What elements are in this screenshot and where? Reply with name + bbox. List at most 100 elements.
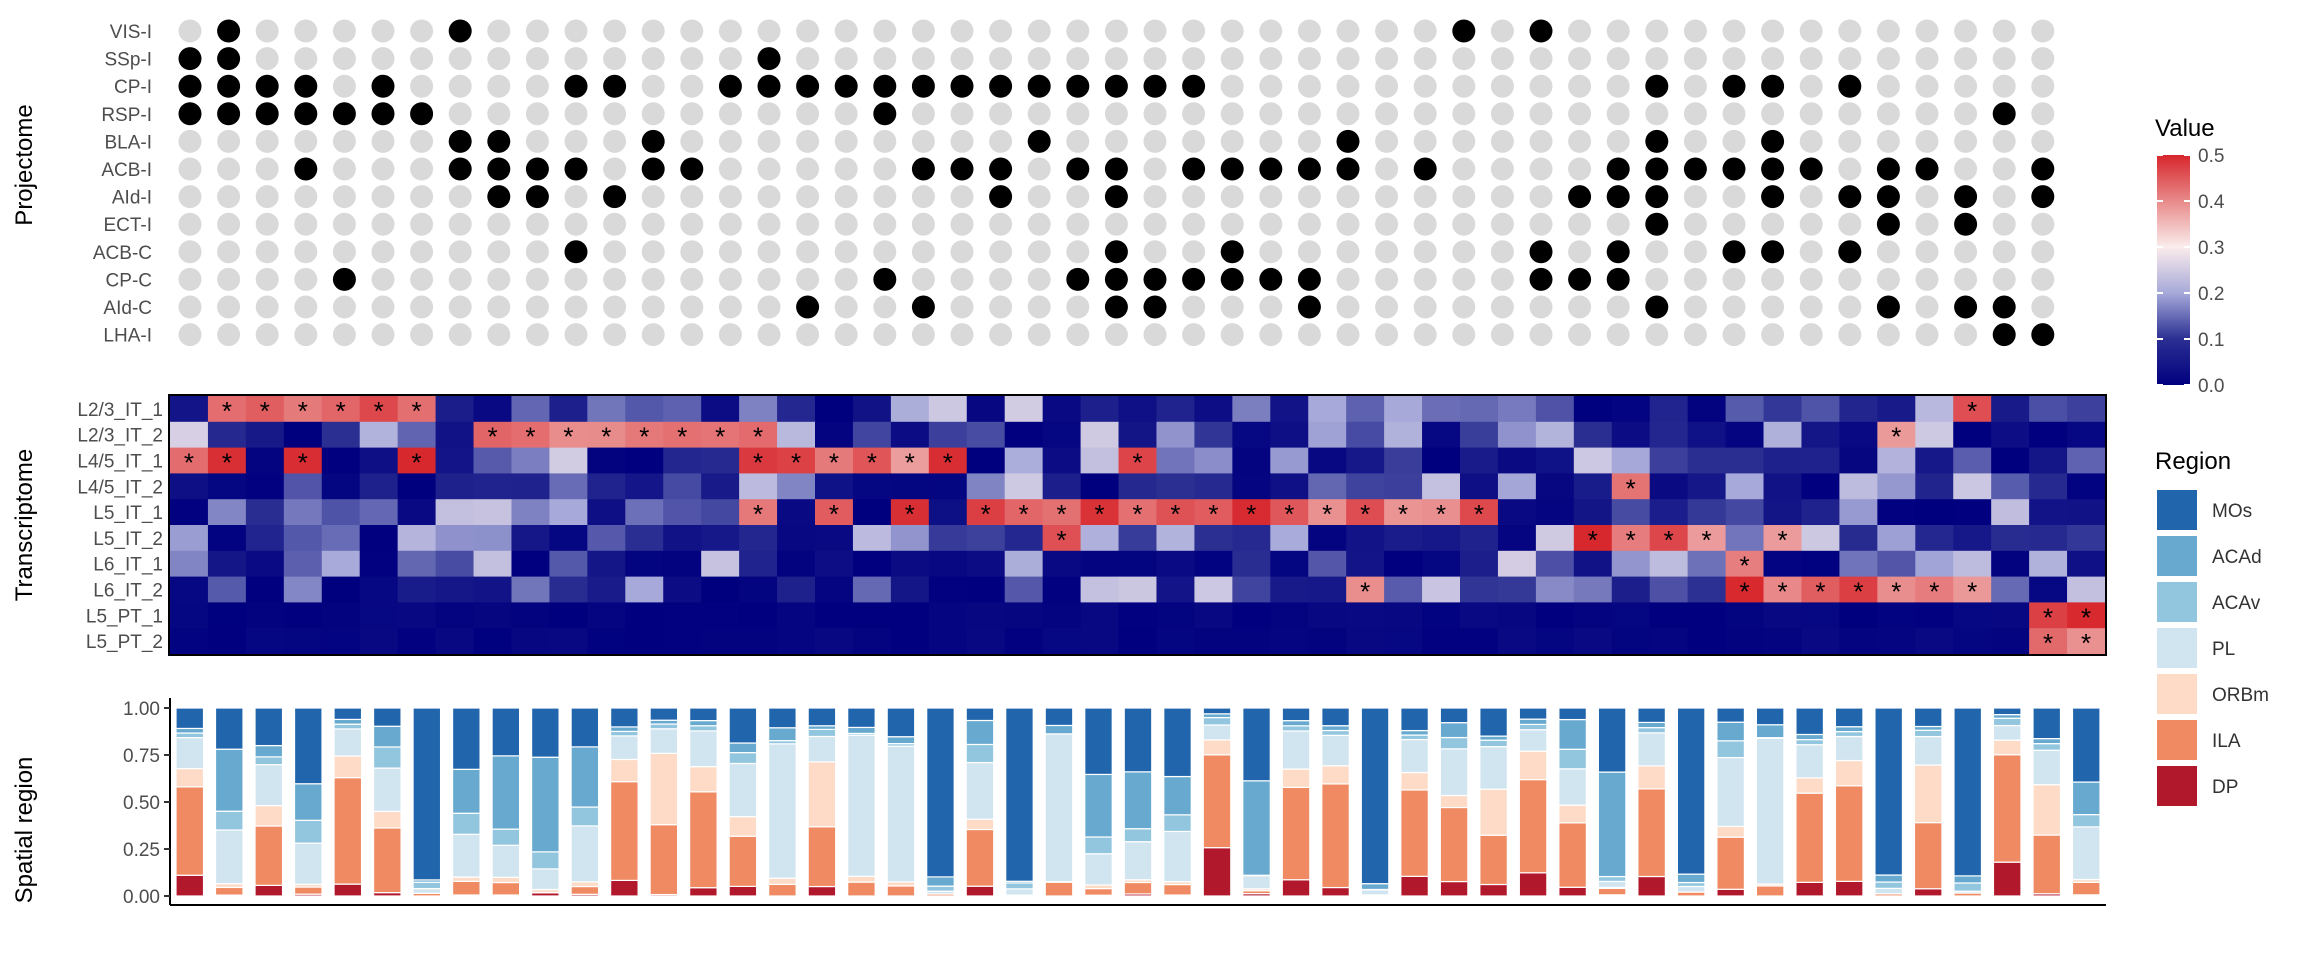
projectome-dot-off (448, 295, 472, 319)
heatmap-cell (435, 396, 475, 423)
projectome-dot-off (448, 74, 472, 98)
projectome-dot-on (1954, 185, 1978, 209)
bar-segment-ila (451, 880, 481, 896)
heatmap-cell (852, 576, 892, 603)
transcriptome-panel: Transcriptome L2/3_IT_1 L2/3_IT_2 L4/5_IT_… (11, 394, 2107, 658)
projectome-dot-off (1220, 19, 1244, 43)
bar-segment-ila (1400, 789, 1429, 877)
projectome-dot-off (718, 19, 742, 43)
projectome-dot-off (1259, 47, 1283, 71)
bar-segment-acav (728, 751, 758, 765)
bar-segment-mos (1439, 707, 1469, 724)
significance-star: * (753, 422, 763, 452)
projectome-dot-off (1297, 212, 1321, 236)
heatmap-cell (359, 421, 399, 449)
projectome-dot-on (1220, 267, 1244, 291)
significance-star: * (222, 396, 232, 426)
projectome-dot-off (603, 129, 627, 153)
projectome-dot-off (564, 19, 588, 43)
heatmap-cell (170, 447, 209, 474)
projectome-dot-off (796, 323, 820, 347)
projectome-row-label: VIS-I (110, 22, 152, 43)
heatmap-cell (397, 473, 437, 500)
projectome-dot-on (1104, 74, 1128, 98)
projectome-dot-off (294, 295, 318, 319)
projectome-dot-off (1954, 129, 1978, 153)
projectome-row-label: ACB-C (93, 243, 152, 264)
projectome-dot-off (1413, 212, 1437, 236)
bar-segment-mos (965, 707, 995, 722)
heatmap-cell (1156, 628, 1196, 655)
projectome-dot-off (525, 323, 549, 347)
projectome-dot-on (1606, 157, 1630, 181)
bar-segment-dp (689, 887, 718, 897)
projectome-dot-on (1761, 240, 1785, 264)
heatmap-cell (777, 550, 816, 578)
heatmap-cell (966, 473, 1006, 500)
projectome-dot-off (1954, 240, 1978, 264)
projectome-dot-off (873, 295, 897, 319)
projectome-dot-off (294, 323, 318, 347)
bar-segment-pl (2032, 749, 2062, 786)
heatmap-cell (815, 576, 854, 603)
projectome-dot-off (1915, 129, 1939, 153)
heatmap-cell (1346, 628, 1385, 655)
heatmap-cell (1460, 421, 1499, 449)
heatmap-cell (511, 396, 551, 423)
heatmap-cell (663, 628, 702, 655)
bar-segment-acav (1281, 725, 1311, 732)
significance-star: * (525, 422, 535, 452)
y-tick-label: 0.25 (123, 840, 160, 861)
projectome-dot-off (487, 102, 511, 126)
heatmap-cell (1535, 576, 1575, 603)
significance-star: * (1094, 499, 1104, 529)
heatmap-cell (890, 421, 930, 449)
heatmap-cell (245, 447, 285, 474)
bar-segment-pl (1360, 889, 1390, 896)
projectome-dot-off (371, 240, 395, 264)
bar-segment-mos (1518, 707, 1548, 720)
projectome-dot-off (1375, 157, 1399, 181)
bar-segment-mos (807, 707, 837, 727)
heatmap-cell (1953, 602, 1992, 629)
projectome-dot-on (564, 240, 588, 264)
projectome-dot-off (2031, 102, 2055, 126)
heatmap-cell (321, 628, 361, 655)
value-legend-title: Value (2155, 115, 2215, 142)
projectome-dot-off (1297, 74, 1321, 98)
projectome-dot-off (217, 267, 241, 291)
heatmap-cell (1384, 421, 1423, 449)
heatmap-cell (852, 628, 892, 655)
projectome-dot-off (757, 129, 781, 153)
projectome-dot-off (1143, 129, 1167, 153)
projectome-dot-off (680, 19, 704, 43)
heatmap-cell (321, 396, 361, 423)
bar-segment-mos (372, 707, 402, 727)
projectome-dot-off (1336, 185, 1360, 209)
projectome-dot-off (1606, 19, 1630, 43)
projectome-dot-off (1259, 74, 1283, 98)
heatmap-cell (777, 396, 816, 423)
heatmap-cell (928, 602, 968, 629)
heatmap-cell (1953, 499, 1992, 526)
projectome-dot-off (834, 157, 858, 181)
heatmap-cell (1915, 576, 1954, 603)
projectome-dot-off (410, 323, 434, 347)
projectome-dot-off (718, 323, 742, 347)
bar-segment-ila (649, 824, 679, 896)
heatmap-cell (1080, 447, 1120, 474)
bar-segment-pl (570, 825, 600, 883)
bar-segment-acav (1597, 875, 1627, 883)
heatmap-cell (1194, 525, 1233, 552)
heatmap-cell (1535, 499, 1575, 526)
colorbar-label: 0.3 (2198, 238, 2224, 259)
projectome-row-label: ECT-I (103, 215, 152, 236)
bar-segment-orbm (333, 755, 363, 779)
heatmap-cell (170, 499, 209, 526)
projectome-dot-off (255, 129, 279, 153)
bar-segment-mos (1479, 707, 1508, 737)
projectome-dot-on (1104, 267, 1128, 291)
region-legend-label: PL (2212, 639, 2235, 660)
projectome-dot-off (1259, 19, 1283, 43)
